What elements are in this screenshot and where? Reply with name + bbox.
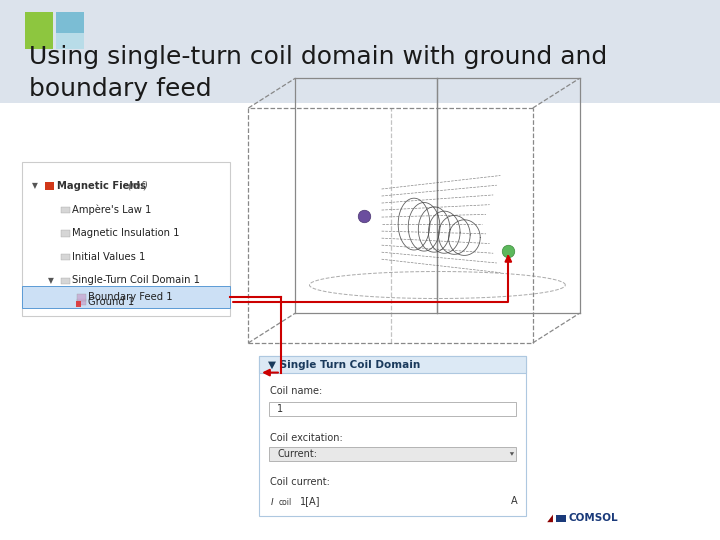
Bar <box>61 231 70 237</box>
Bar <box>61 278 70 284</box>
Text: boundary feed: boundary feed <box>29 77 212 101</box>
Bar <box>556 515 566 522</box>
Text: coil: coil <box>279 498 292 508</box>
Text: (mf): (mf) <box>127 181 148 191</box>
Bar <box>0 0 720 103</box>
Bar <box>77 299 86 306</box>
Bar <box>76 301 81 307</box>
Text: A: A <box>511 496 518 507</box>
Text: Ampère's Law 1: Ampère's Law 1 <box>72 204 151 214</box>
FancyBboxPatch shape <box>22 286 230 308</box>
Polygon shape <box>510 452 514 456</box>
FancyBboxPatch shape <box>22 162 230 316</box>
Text: Coil excitation:: Coil excitation: <box>270 433 343 443</box>
Text: Initial Values 1: Initial Values 1 <box>72 252 145 262</box>
Bar <box>45 183 54 190</box>
Polygon shape <box>547 515 553 522</box>
Bar <box>56 12 84 33</box>
Bar <box>0 103 720 540</box>
Text: Magnetic Fields: Magnetic Fields <box>57 181 146 191</box>
Text: ▼: ▼ <box>48 276 54 285</box>
Text: Coil current:: Coil current: <box>270 477 330 487</box>
Bar <box>56 12 84 49</box>
Text: Coil name:: Coil name: <box>270 387 323 396</box>
Text: ▼: ▼ <box>32 181 38 190</box>
Text: 1[A]: 1[A] <box>300 496 320 507</box>
Bar <box>77 294 86 301</box>
Bar <box>25 12 53 49</box>
Text: $I$: $I$ <box>270 496 274 507</box>
FancyBboxPatch shape <box>259 356 526 516</box>
Text: ▼ Single Turn Coil Domain: ▼ Single Turn Coil Domain <box>268 360 420 369</box>
FancyBboxPatch shape <box>259 356 526 373</box>
Bar <box>61 254 70 260</box>
Bar <box>61 207 70 213</box>
Text: Magnetic Insulation 1: Magnetic Insulation 1 <box>72 228 179 238</box>
Text: Current:: Current: <box>277 449 318 459</box>
Text: COMSOL: COMSOL <box>569 514 618 523</box>
Text: Single-Turn Coil Domain 1: Single-Turn Coil Domain 1 <box>72 275 200 285</box>
Text: Ground 1: Ground 1 <box>88 296 134 307</box>
FancyBboxPatch shape <box>269 447 516 461</box>
Text: 1: 1 <box>277 404 284 414</box>
Text: Boundary Feed 1: Boundary Feed 1 <box>88 292 173 302</box>
FancyBboxPatch shape <box>269 402 516 416</box>
Text: Using single-turn coil domain with ground and: Using single-turn coil domain with groun… <box>29 45 607 69</box>
